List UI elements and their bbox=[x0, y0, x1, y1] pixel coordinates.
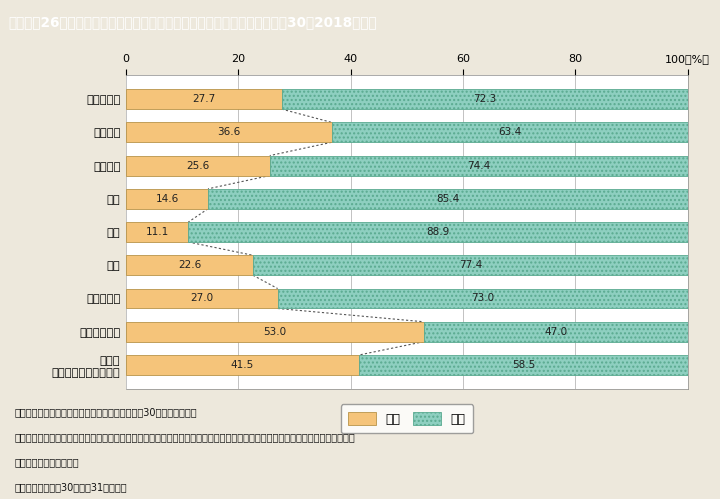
Bar bbox=[126, 89, 282, 109]
Bar bbox=[359, 355, 688, 375]
Text: 11.1: 11.1 bbox=[145, 227, 168, 237]
Text: ３．平成30年３月31日現在。: ３．平成30年３月31日現在。 bbox=[14, 482, 127, 492]
Bar bbox=[126, 222, 189, 242]
Bar bbox=[208, 189, 688, 209]
Text: 47.0: 47.0 bbox=[544, 327, 567, 337]
Text: 53.0: 53.0 bbox=[264, 327, 287, 337]
Bar bbox=[126, 288, 278, 308]
Bar bbox=[126, 355, 359, 375]
Text: 36.6: 36.6 bbox=[217, 127, 240, 137]
Bar bbox=[189, 222, 688, 242]
Bar bbox=[282, 89, 688, 109]
Text: 58.5: 58.5 bbox=[512, 360, 535, 370]
Text: ２．「大学等」は，大学の学部（大学院の研究科を含む。），短期大学，高等専門学校，大学附置研究所及び大学共同利: ２．「大学等」は，大学の学部（大学院の研究科を含む。），短期大学，高等専門学校，… bbox=[14, 432, 355, 442]
Text: 用機関等。: 用機関等。 bbox=[14, 457, 79, 467]
Bar bbox=[126, 122, 331, 142]
Text: 63.4: 63.4 bbox=[498, 127, 521, 137]
Bar bbox=[126, 156, 270, 176]
Bar bbox=[253, 255, 688, 275]
Bar bbox=[126, 322, 423, 342]
Bar bbox=[270, 156, 688, 176]
Legend: 女性, 男性: 女性, 男性 bbox=[341, 404, 473, 433]
Text: 41.5: 41.5 bbox=[231, 360, 254, 370]
Text: Ｉ－特－26図　専門分野別に見た大学等の研究本務者の男女別割合（平成30（2018）年）: Ｉ－特－26図 専門分野別に見た大学等の研究本務者の男女別割合（平成30（201… bbox=[9, 15, 377, 29]
Bar bbox=[126, 255, 253, 275]
Text: 74.4: 74.4 bbox=[467, 161, 490, 171]
Text: 72.3: 72.3 bbox=[473, 94, 496, 104]
Bar bbox=[126, 189, 208, 209]
Bar bbox=[423, 322, 688, 342]
Text: 73.0: 73.0 bbox=[471, 293, 494, 303]
Bar bbox=[278, 288, 688, 308]
Text: 22.6: 22.6 bbox=[178, 260, 201, 270]
Text: 25.6: 25.6 bbox=[186, 161, 210, 171]
Text: 27.0: 27.0 bbox=[190, 293, 213, 303]
Text: 88.9: 88.9 bbox=[426, 227, 449, 237]
Text: 77.4: 77.4 bbox=[459, 260, 482, 270]
Bar bbox=[331, 122, 688, 142]
Text: 27.7: 27.7 bbox=[192, 94, 215, 104]
Text: 14.6: 14.6 bbox=[156, 194, 179, 204]
Text: 85.4: 85.4 bbox=[436, 194, 459, 204]
Text: （備考）１．総務省「科学技術研究調査」（平成30年）より作成。: （備考）１．総務省「科学技術研究調査」（平成30年）より作成。 bbox=[14, 407, 197, 417]
